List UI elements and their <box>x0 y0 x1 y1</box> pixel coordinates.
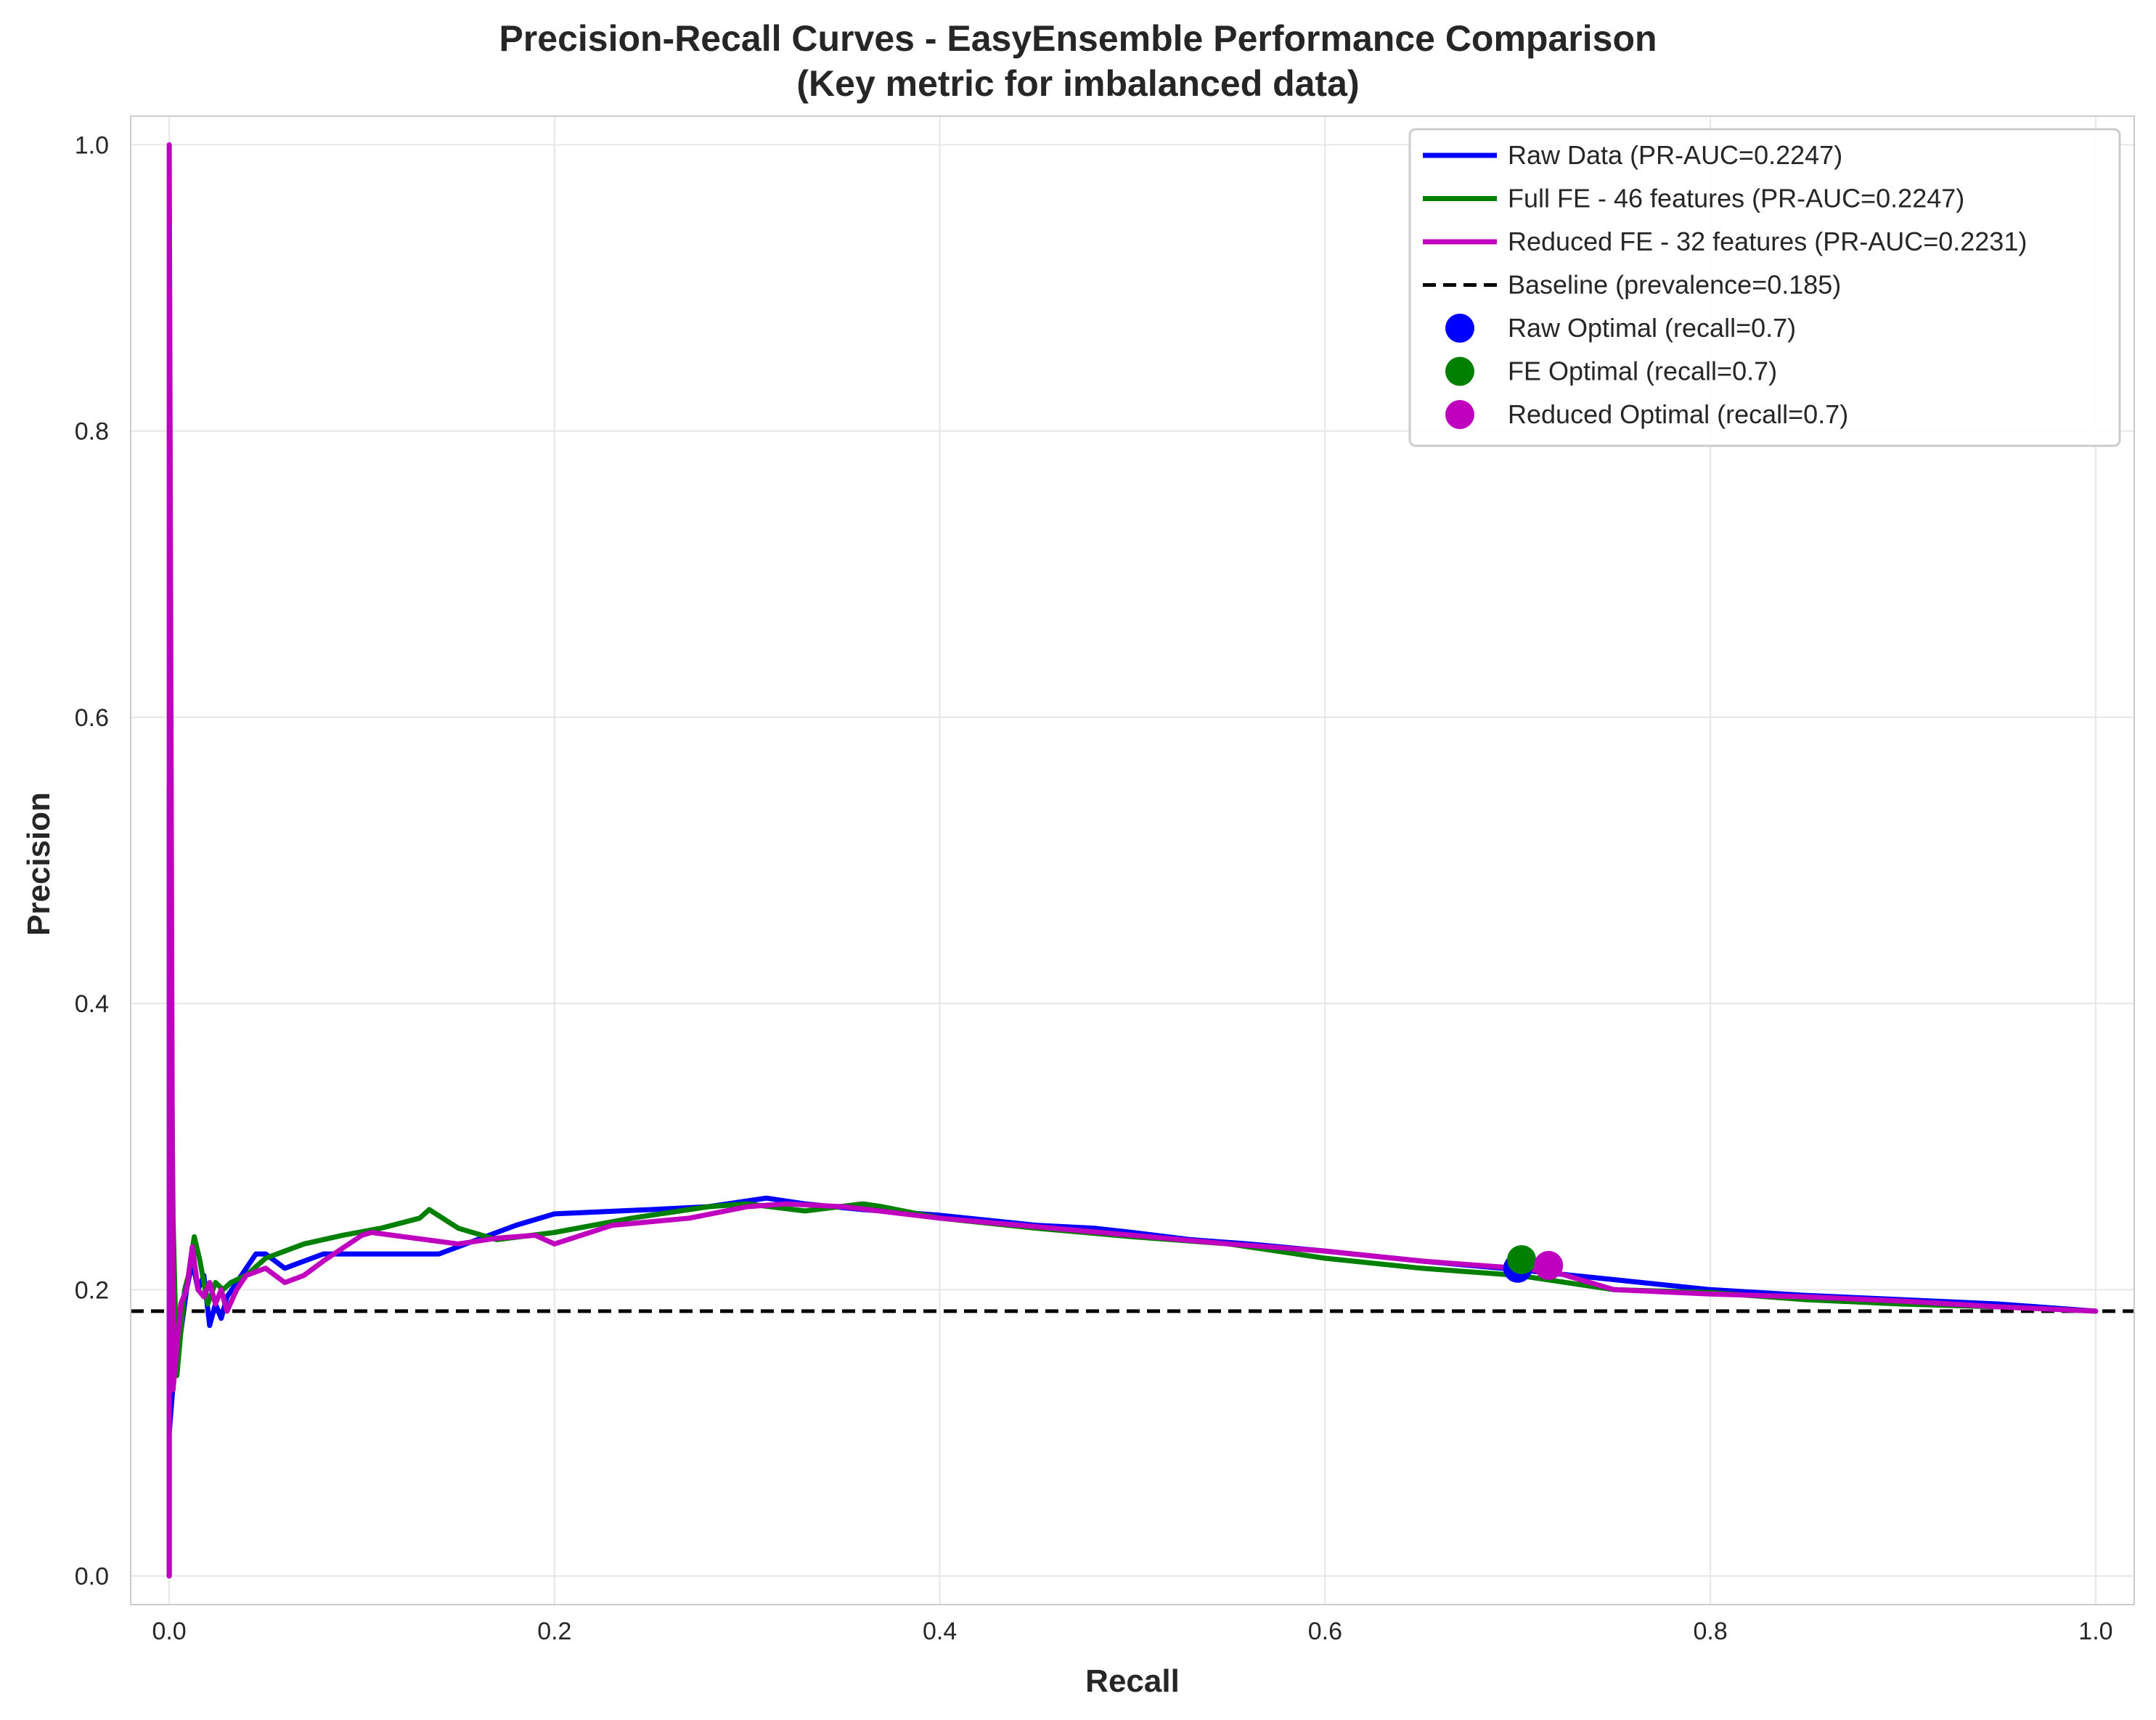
legend-box <box>1408 128 2121 447</box>
legend: Raw Data (PR-AUC=0.2247) Full FE - 46 fea… <box>1408 128 2121 447</box>
y-tick-label: 1.0 <box>75 131 109 159</box>
legend-entry-label: Raw Optimal (recall=0.7) <box>1508 313 1796 343</box>
plot-frame <box>130 115 2135 1605</box>
optimal-point-1 <box>1507 1244 1537 1274</box>
series-line-1 <box>166 786 2099 1579</box>
y-axis-label: Precision <box>21 792 57 936</box>
y-tick-label: 0.4 <box>75 990 109 1018</box>
x-axis-label: Recall <box>1085 1663 1180 1699</box>
x-tick-label: 1.0 <box>2078 1618 2112 1645</box>
x-tick-label: 0.4 <box>923 1618 957 1645</box>
y-tick-label: 0.2 <box>75 1276 109 1304</box>
y-tick-label: 0.8 <box>75 418 109 446</box>
legend-entry-label: Reduced Optimal (recall=0.7) <box>1508 399 1848 429</box>
y-tick-labels: 0.0 0.2 0.4 0.6 0.8 1.0 <box>75 131 109 1590</box>
optimal-points-layer <box>1503 1244 1564 1283</box>
legend-entry-label: Baseline (prevalence=0.185) <box>1508 270 1841 300</box>
series-line-2 <box>166 142 2099 1579</box>
x-tick-labels: 0.0 0.2 0.4 0.6 0.8 1.0 <box>152 1618 2112 1645</box>
y-tick-label: 0.6 <box>75 704 109 732</box>
legend-swatch-dot <box>1445 400 1474 429</box>
x-tick-label: 0.6 <box>1308 1618 1342 1645</box>
legend-swatch-dot <box>1445 356 1474 386</box>
series-layer <box>166 142 2099 1579</box>
legend-entry-label: Full FE - 46 features (PR-AUC=0.2247) <box>1508 184 1964 213</box>
x-tick-label: 0.8 <box>1694 1618 1728 1645</box>
optimal-point-2 <box>1534 1250 1564 1280</box>
y-tick-label: 0.0 <box>75 1563 109 1591</box>
chart-title: Precision-Recall Curves - EasyEnsemble P… <box>499 18 1657 59</box>
x-tick-label: 0.0 <box>152 1618 186 1645</box>
legend-entry-label: Raw Data (PR-AUC=0.2247) <box>1508 140 1842 170</box>
chart-subtitle: (Key metric for imbalanced data) <box>796 63 1359 104</box>
legend-swatch-dot <box>1445 314 1474 343</box>
legend-entry-label: Reduced FE - 32 features (PR-AUC=0.2231) <box>1508 227 2027 256</box>
legend-entry-label: FE Optimal (recall=0.7) <box>1508 356 1777 386</box>
x-tick-label: 0.2 <box>537 1618 571 1645</box>
